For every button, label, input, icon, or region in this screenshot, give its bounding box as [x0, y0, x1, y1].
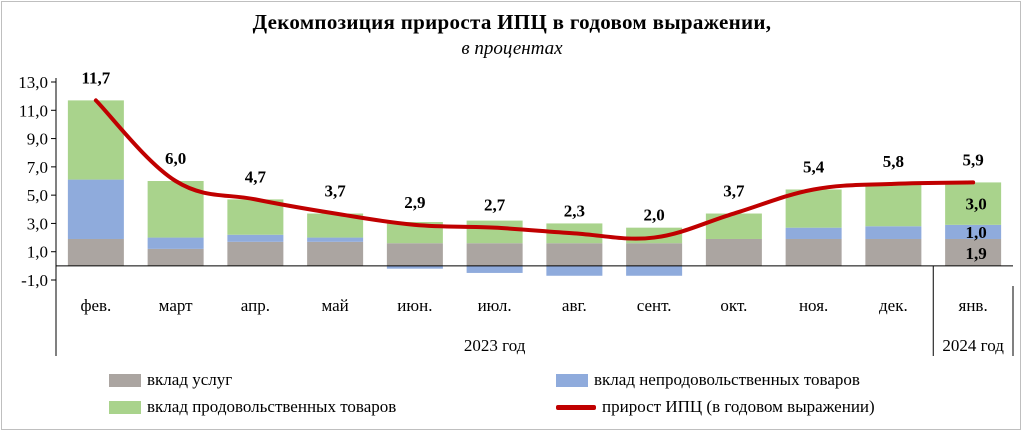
bar-label-services: 1,9 — [966, 244, 987, 263]
legend-label: вклад услуг — [147, 370, 233, 389]
bar-services — [865, 238, 922, 266]
bar-nonfood — [945, 224, 1002, 239]
x-tick-label: окт. — [720, 296, 747, 315]
cpi-line — [93, 98, 976, 241]
bar-food — [705, 213, 762, 239]
y-tick-label: 5,0 — [27, 186, 48, 205]
bar-services — [386, 243, 443, 266]
cpi-data-label: 3,7 — [325, 182, 347, 201]
y-tick-label: 7,0 — [27, 158, 48, 177]
x-tick-label: дек. — [879, 296, 908, 315]
x-tick-label: март — [159, 296, 193, 315]
bar-nonfood — [865, 226, 922, 239]
cpi-data-label: 2,7 — [484, 196, 506, 215]
x-tick-label: май — [321, 296, 348, 315]
legend-item-nonfood: вклад непродовольственных товаров — [556, 370, 860, 390]
bar-nonfood — [307, 237, 364, 242]
legend-swatch-services — [109, 373, 141, 387]
bar-nonfood — [785, 227, 842, 239]
x-tick-label: ноя. — [799, 296, 828, 315]
legend-swatch-food — [109, 400, 141, 414]
legend-label: вклад непродовольственных товаров — [594, 370, 860, 389]
y-tick-label: -1,0 — [21, 271, 48, 290]
bar-nonfood — [386, 265, 443, 269]
cpi-data-label: 6,0 — [165, 149, 186, 168]
bar-services — [705, 238, 762, 266]
bar-nonfood — [227, 234, 284, 242]
y-tick-label: 1,0 — [27, 243, 48, 262]
cpi-data-label: 4,7 — [245, 167, 267, 186]
bar-services — [626, 243, 683, 266]
cpi-data-label: 3,7 — [723, 182, 745, 201]
bar-nonfood — [546, 265, 603, 276]
bar-food — [945, 182, 1002, 225]
bar-label-food: 3,0 — [966, 195, 987, 214]
cpi-data-label: 5,9 — [963, 150, 984, 169]
x-tick-label: июл. — [478, 296, 512, 315]
bar-food — [227, 199, 284, 235]
cpi-data-label: 5,4 — [803, 157, 825, 176]
cpi-data-label: 5,8 — [883, 152, 904, 171]
y-tick-label: 9,0 — [27, 130, 48, 149]
bar-food — [865, 183, 922, 227]
legend-swatch-cpi — [556, 404, 596, 410]
bar-services — [945, 238, 1002, 266]
bar-services — [546, 243, 603, 266]
legend-swatch-nonfood — [556, 373, 588, 387]
x-tick-label: апр. — [241, 296, 270, 315]
chart-title: Декомпозиция прироста ИПЦ в годовом выра… — [252, 10, 772, 34]
bar-services — [466, 243, 523, 266]
bar-services — [785, 238, 842, 266]
legend-item-services: вклад услуг — [109, 370, 232, 390]
bar-nonfood — [147, 237, 204, 249]
y-tick-label: 13,0 — [18, 73, 48, 92]
y-tick-label: 11,0 — [19, 101, 48, 120]
bar-nonfood — [466, 265, 523, 273]
x-tick-label: янв. — [959, 296, 988, 315]
legend-label: вклад продовольственных товаров — [147, 397, 397, 416]
cpi-data-label: 2,9 — [404, 193, 425, 212]
cpi-data-label: 11,7 — [81, 68, 110, 87]
x-tick-label: июн. — [397, 296, 432, 315]
bar-services — [147, 248, 204, 266]
bar-food — [67, 100, 124, 180]
legend-item-food: вклад продовольственных товаров — [109, 397, 396, 417]
bar-services — [67, 238, 124, 266]
bar-food — [466, 220, 523, 244]
bar-label-nonfood: 1,0 — [966, 223, 987, 242]
legend-item-cpi: прирост ИПЦ (в годовом выражении) — [556, 397, 875, 417]
x-tick-label: сент. — [637, 296, 672, 315]
bar-services — [307, 241, 364, 266]
cpi-data-label: 2,0 — [644, 206, 665, 225]
bar-nonfood — [67, 179, 124, 239]
x-tick-label: фев. — [80, 296, 111, 315]
year-label: 2023 год — [464, 336, 526, 355]
bar-services — [227, 241, 284, 266]
bar-nonfood — [626, 265, 683, 276]
cpi-data-label: 2,3 — [564, 201, 585, 220]
y-tick-label: 3,0 — [27, 214, 48, 233]
x-tick-label: авг. — [562, 296, 587, 315]
legend-label: прирост ИПЦ (в годовом выражении) — [602, 397, 875, 416]
chart-subtitle: в процентах — [461, 38, 563, 59]
year-label: 2024 год — [942, 336, 1004, 355]
